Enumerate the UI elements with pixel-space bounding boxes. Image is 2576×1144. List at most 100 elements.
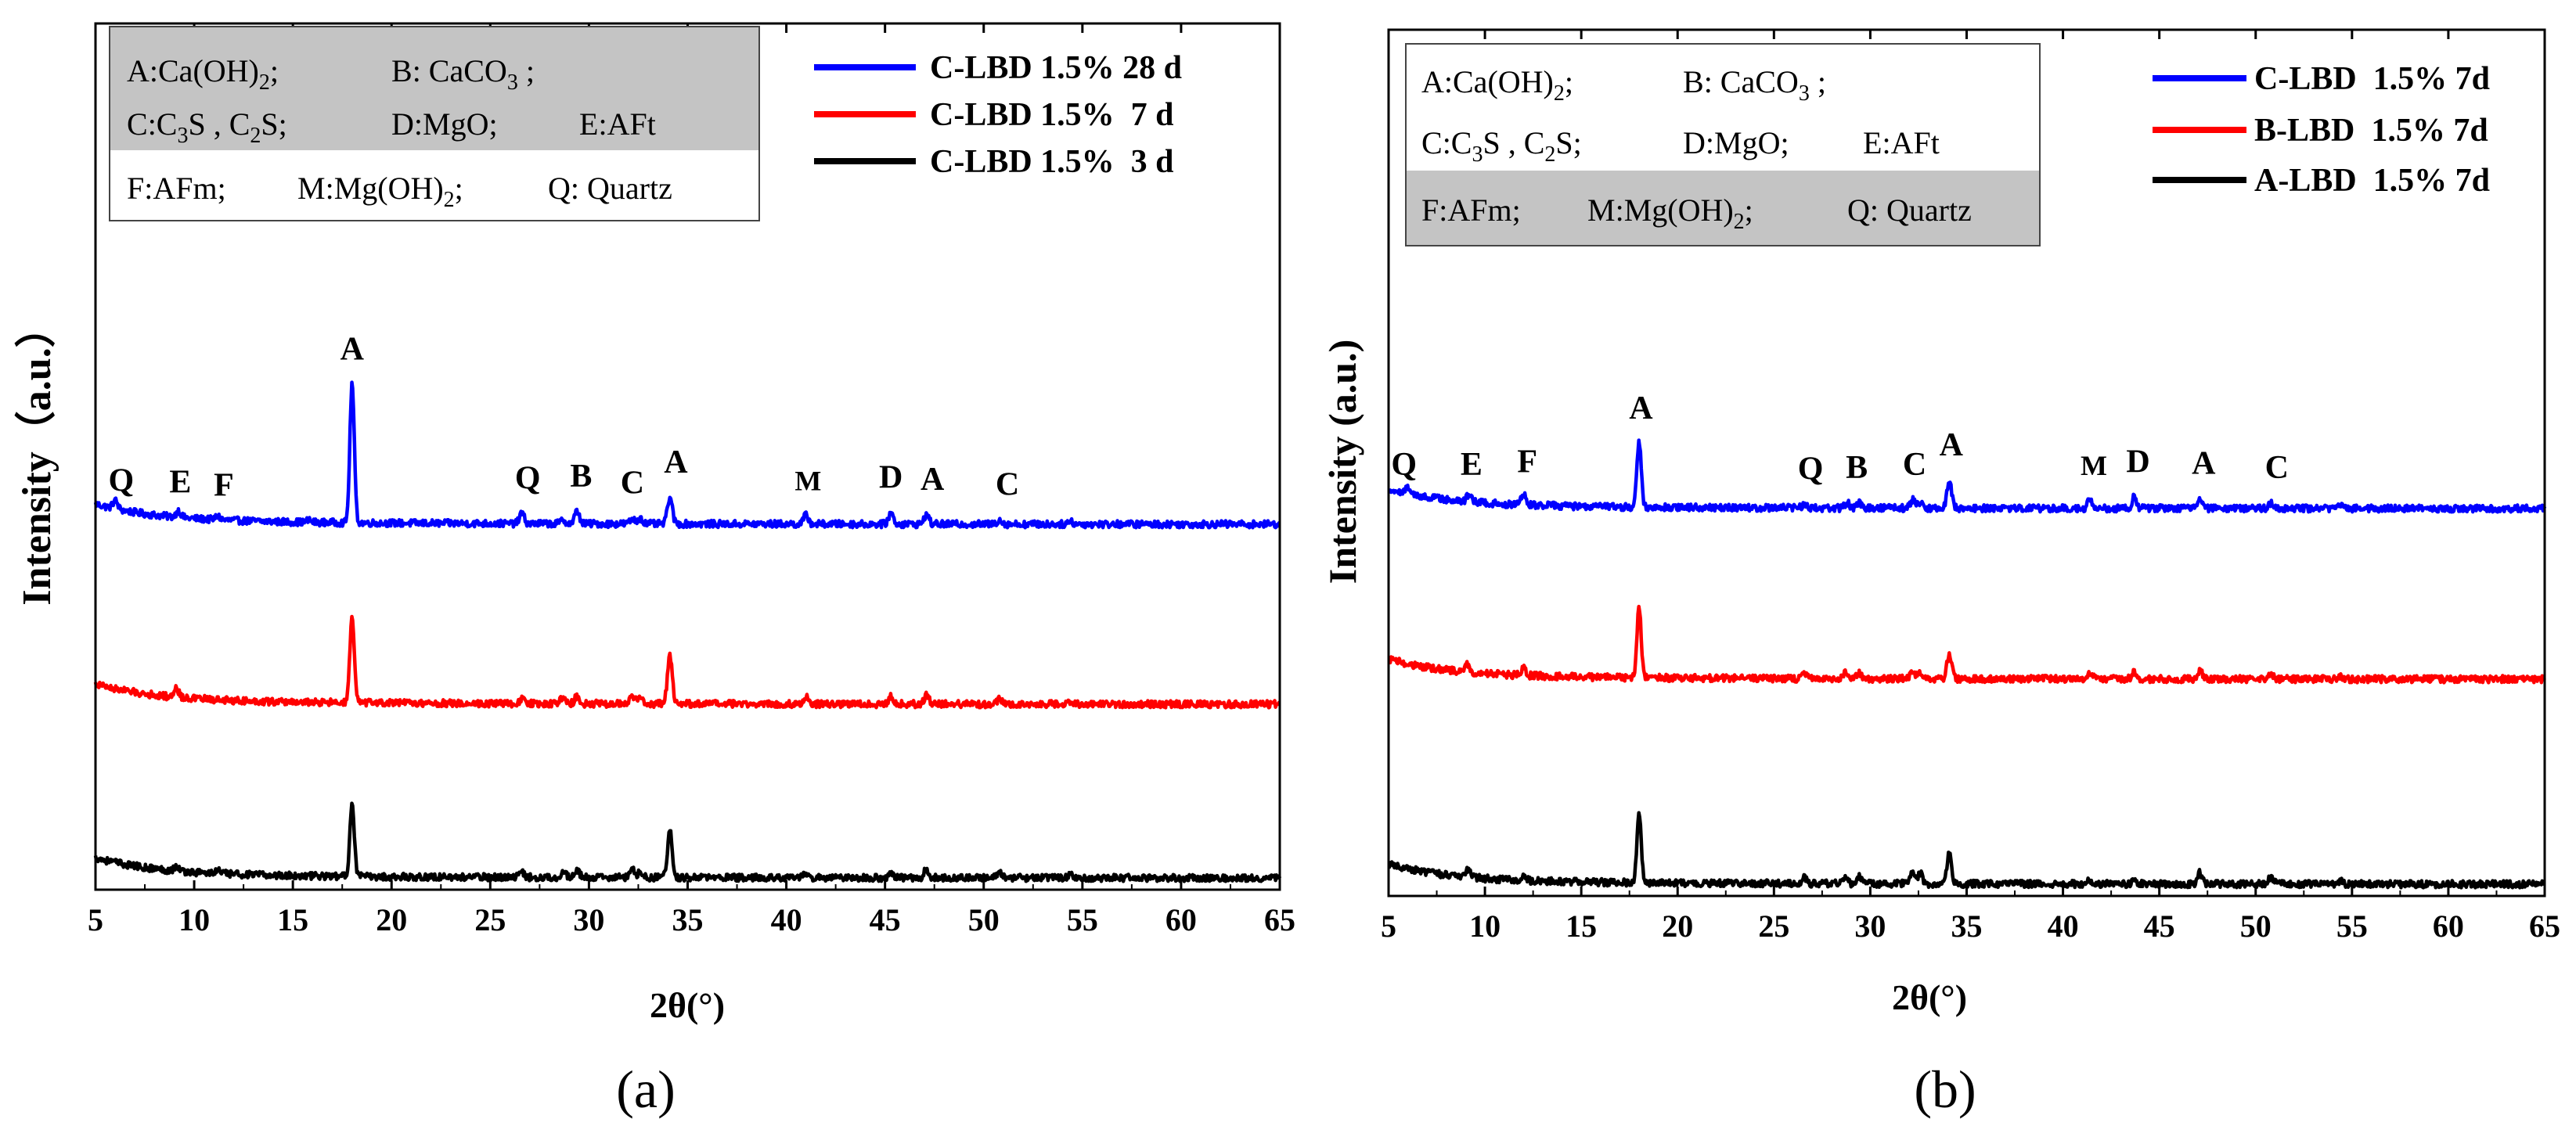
x-tick-label: 25	[474, 902, 506, 937]
panel-b-label: (b)	[1914, 1059, 1976, 1119]
x-tick-label: 50	[2240, 908, 2272, 944]
x-tick-label: 10	[1469, 908, 1501, 944]
x-tick-label: 25	[1758, 908, 1789, 944]
peak-label: Q	[108, 462, 134, 498]
peak-label: C	[621, 465, 644, 501]
panel-b-phase-key-shade	[1406, 171, 2040, 246]
panel-a-phase-key: A:Ca(OH)2; B: CaCO3 ; C:C3S , C2S; D:MgO…	[109, 26, 760, 221]
peak-label: A	[340, 331, 365, 367]
panel-b-phase-key-border	[1405, 43, 2041, 246]
panel-a-legend-label-28d: C-LBD 1.5% 28 d	[930, 50, 1182, 86]
panel-a-key-c: C:C3S , C2S;	[127, 106, 287, 148]
peak-label: A	[1940, 427, 1964, 463]
x-tick-label: 60	[2433, 908, 2464, 944]
panel-a-key-f: F:AFm;	[127, 171, 226, 206]
series-line	[1387, 604, 2546, 685]
x-tick-label: 30	[573, 902, 604, 937]
x-tick-label: 30	[1854, 908, 1886, 944]
panel-a-legend: C-LBD 1.5% 28 d C-LBD 1.5% 7 d C-LBD 1.5…	[814, 50, 1182, 180]
panel-b-key-q: Q: Quartz	[1847, 192, 1972, 228]
panel-a-key-m: M:Mg(OH)2;	[297, 171, 463, 212]
x-tick-label: 60	[1166, 902, 1197, 937]
x-tick-label: 55	[2336, 908, 2368, 944]
x-tick-label: 50	[968, 902, 1000, 937]
x-tick-label: 40	[2048, 908, 2079, 944]
panel-b-y-axis-title: Intensity (a.u.)	[1320, 340, 1364, 585]
x-tick-label: 15	[1565, 908, 1597, 944]
peak-label: C	[996, 466, 1019, 502]
x-tick-label: 40	[771, 902, 802, 937]
peak-label: A	[1629, 390, 1653, 426]
panel-a-x-axis-title: 2θ(°)	[650, 985, 725, 1025]
panel-b-key-e: E:AFt	[1863, 125, 1940, 160]
x-tick-label: 45	[2144, 908, 2175, 944]
x-tick-label: 20	[1662, 908, 1693, 944]
peak-label: E	[1461, 447, 1483, 483]
panel-b-key-m: M:Mg(OH)2;	[1587, 192, 1753, 234]
panel-a-key-e: E:AFt	[579, 106, 656, 142]
peak-label: C	[1903, 447, 1926, 483]
panel-a-key-q: Q: Quartz	[548, 171, 672, 206]
series-line	[1387, 438, 2547, 514]
series-line	[93, 801, 1282, 883]
peak-label: Q	[515, 461, 541, 497]
panel-b-phase-key-white-rows	[1406, 44, 2040, 171]
panel-b-legend-label-c: C-LBD 1.5% 7d	[2254, 61, 2490, 97]
x-tick-label: 35	[1951, 908, 1983, 944]
panel-b-key-b: B: CaCO3 ;	[1683, 64, 1826, 106]
panel-b-legend-label-a: A-LBD 1.5% 7d	[2254, 163, 2490, 199]
panel-a-peak-labels: Q E FAQ B CAM D A C	[108, 331, 1019, 503]
x-tick-label: 45	[870, 902, 901, 937]
panel-a: 5 10 15 20 25 30 35 40 45 50 55 60 65 Q E FAQ B CAM D A C A…	[14, 22, 1295, 1119]
x-tick-label: 65	[1264, 902, 1295, 937]
x-tick-label: 65	[2529, 908, 2560, 944]
panel-a-phase-key-border	[109, 26, 760, 221]
x-tick-label: 15	[277, 902, 308, 937]
x-tick-label: 5	[1381, 908, 1396, 944]
peak-label: E	[169, 465, 191, 501]
panel-b-ticks: 5 10 15 20 25 30 35 40 45 50 55 60 65	[1381, 30, 2560, 944]
panel-b-peak-labels: Q E FAQ B CAM D A C	[1391, 390, 2289, 487]
panel-b-traces	[1387, 438, 2547, 890]
panel-b-key-c: C:C3S , C2S;	[1421, 125, 1582, 167]
peak-label: M	[2081, 450, 2107, 481]
panel-a-key-a: A:Ca(OH)2;	[127, 53, 279, 95]
peak-label: D	[879, 460, 903, 496]
peak-label: M	[794, 466, 821, 497]
peak-label: C	[2265, 450, 2289, 486]
panel-b-key-f: F:AFm;	[1421, 192, 1521, 228]
panel-a-y-axis-title: Intensity（a.u.）	[14, 307, 59, 605]
panel-a-key-b: B: CaCO3 ;	[391, 53, 535, 95]
x-tick-label: 5	[88, 902, 103, 937]
panel-a-label: (a)	[616, 1059, 675, 1119]
panel-b-phase-key: A:Ca(OH)2; B: CaCO3 ; C:C3S , C2S; D:MgO…	[1405, 43, 2041, 246]
panel-b-x-axis-title: 2θ(°)	[1892, 977, 1967, 1017]
peak-label: A	[664, 444, 688, 480]
panel-b-key-a: A:Ca(OH)2;	[1421, 64, 1573, 106]
panel-a-key-d: D:MgO;	[391, 106, 498, 142]
panel-b-key-d: D:MgO;	[1683, 125, 1789, 160]
peak-label: Q	[1798, 451, 1824, 487]
panel-b-legend-label-b: B-LBD 1.5% 7d	[2254, 113, 2488, 149]
peak-label: D	[2126, 444, 2149, 480]
peak-label: B	[570, 459, 592, 495]
peak-label: A	[2192, 445, 2216, 481]
peak-label: B	[1846, 450, 1868, 486]
panel-a-phase-key-shade	[110, 27, 759, 150]
panel-a-legend-label-3d: C-LBD 1.5% 3 d	[930, 144, 1174, 180]
series-line	[93, 614, 1281, 710]
peak-label: Q	[1391, 447, 1417, 483]
x-tick-label: 20	[376, 902, 407, 937]
x-tick-label: 35	[672, 902, 704, 937]
x-tick-label: 55	[1067, 902, 1098, 937]
series-line	[1387, 811, 2546, 890]
panel-a-legend-label-7d: C-LBD 1.5% 7 d	[930, 97, 1174, 133]
panel-a-phase-key-white-row	[110, 150, 759, 221]
panel-b: 5 10 15 20 25 30 35 40 45 50 55 60 65 Q E FAQ B CAM D A C A…	[1320, 28, 2560, 1119]
panel-a-traces	[93, 380, 1282, 883]
peak-label: A	[921, 462, 945, 498]
panel-b-legend: C-LBD 1.5% 7d B-LBD 1.5% 7d A-LBD 1.5% 7…	[2153, 61, 2490, 199]
series-line	[93, 380, 1281, 530]
peak-label: F	[1517, 444, 1537, 480]
